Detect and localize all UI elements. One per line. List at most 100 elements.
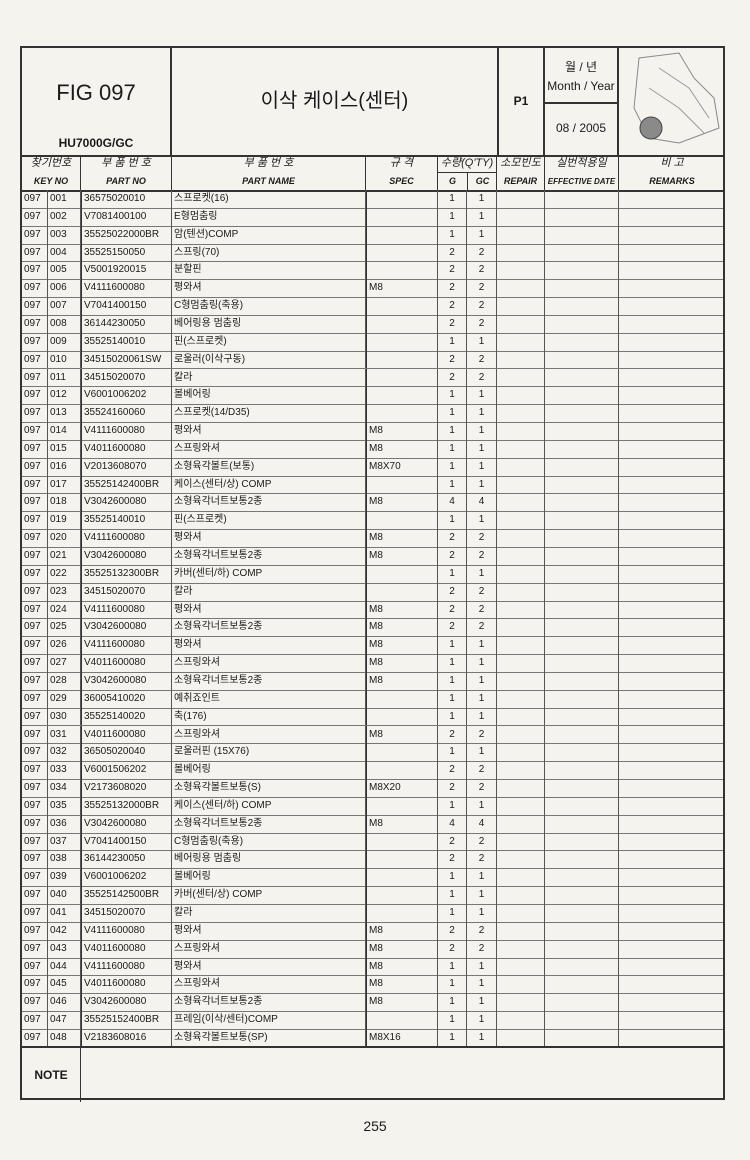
cell-remarks <box>619 690 725 708</box>
col-spec: 규 격 SPEC <box>366 155 438 190</box>
cell-qty-g: 1 <box>438 689 467 708</box>
table-row: 097 013 35524160060 스프로켓(14/D35) 1 1 <box>22 404 725 424</box>
cell-key-no: 013 <box>48 404 81 423</box>
cell-fig-no: 097 <box>22 904 48 922</box>
cell-qty-gc: 4 <box>467 493 497 512</box>
cell-effective-date <box>545 1011 619 1029</box>
cell-key-no: 018 <box>48 493 81 512</box>
cell-repair <box>497 190 545 208</box>
cell-qty-gc: 1 <box>467 689 497 708</box>
cell-part-no: 35525150050 <box>81 243 172 262</box>
cell-qty-gc: 1 <box>467 743 497 762</box>
cell-part-no: V4011600080 <box>81 725 172 744</box>
cell-key-no: 046 <box>48 993 81 1012</box>
cell-part-no: 36005410020 <box>81 689 172 708</box>
cell-part-no: V2013608070 <box>81 457 172 476</box>
cell-qty-gc: 2 <box>467 350 497 369</box>
cell-part-name: 소형육각너트보통2종 <box>172 547 366 565</box>
col-qty-g: G <box>438 172 468 190</box>
cell-qty-g: 2 <box>438 761 467 780</box>
cell-qty-gc: 1 <box>467 332 497 351</box>
cell-repair <box>497 261 545 280</box>
cell-effective-date <box>545 511 619 530</box>
cell-qty-g: 1 <box>438 868 467 887</box>
table-row: 097 036 V3042600080 소형육각너트보통2종 M8 4 4 <box>22 814 725 834</box>
cell-remarks <box>619 297 725 315</box>
cell-spec <box>366 868 438 887</box>
cell-remarks <box>619 708 725 726</box>
cell-fig-no: 097 <box>22 511 48 530</box>
cell-remarks <box>619 547 725 565</box>
cell-qty-g: 2 <box>438 368 467 387</box>
cell-repair <box>497 386 545 405</box>
cell-part-name: 핀(스프로켓) <box>172 511 366 530</box>
cell-repair <box>497 743 545 762</box>
cell-spec <box>366 511 438 530</box>
cell-part-no: 34515020061SW <box>81 350 172 369</box>
cell-qty-gc: 1 <box>467 404 497 423</box>
cell-part-name: 스프링와셔 <box>172 725 366 744</box>
cell-spec <box>366 832 438 851</box>
cell-key-no: 041 <box>48 904 81 922</box>
cell-part-no: V4011600080 <box>81 975 172 994</box>
cell-remarks <box>619 958 725 976</box>
cell-fig-no: 097 <box>22 761 48 780</box>
cell-repair <box>497 689 545 708</box>
cell-part-name: 베어링용 멈춤링 <box>172 850 366 869</box>
cell-effective-date <box>545 814 619 833</box>
cell-part-name: 볼베어링 <box>172 761 366 780</box>
cell-repair <box>497 921 545 940</box>
cell-spec: M8 <box>366 422 438 440</box>
cell-effective-date <box>545 243 619 262</box>
cell-key-no: 039 <box>48 868 81 887</box>
cell-fig-no: 097 <box>22 422 48 440</box>
cell-part-name: 암(텐션)COMP <box>172 225 366 244</box>
cell-qty-gc: 1 <box>467 475 497 494</box>
cell-spec <box>366 207 438 226</box>
cell-effective-date <box>545 564 619 583</box>
cell-part-name: 카버(센터/하) COMP <box>172 564 366 583</box>
cell-remarks <box>619 797 725 815</box>
cell-remarks <box>619 476 725 494</box>
cell-remarks <box>619 654 725 672</box>
col-part-name: 부 품 번 호 PART NAME <box>172 155 366 190</box>
table-row: 097 002 V7081400100 E형멈춤링 1 1 <box>22 207 723 227</box>
cell-remarks <box>619 672 725 690</box>
cell-part-name: 소형육각볼트(보통) <box>172 457 366 476</box>
cell-qty-gc: 2 <box>467 921 497 940</box>
cell-key-no: 003 <box>48 225 81 244</box>
cell-repair <box>497 350 545 369</box>
cell-remarks <box>619 244 725 262</box>
cell-repair <box>497 671 545 690</box>
cell-qty-g: 4 <box>438 814 467 833</box>
cell-key-no: 037 <box>48 832 81 851</box>
cell-qty-g: 1 <box>438 564 467 583</box>
cell-repair <box>497 975 545 994</box>
cell-qty-gc: 1 <box>467 671 497 690</box>
cell-effective-date <box>545 904 619 922</box>
table-row: 097 020 V4111600080 평와셔 M8 2 2 <box>22 529 723 548</box>
cell-repair <box>497 404 545 423</box>
cell-remarks <box>619 868 725 886</box>
cell-part-name: 소형육각볼트보통(S) <box>172 779 366 797</box>
cell-remarks <box>619 850 725 868</box>
table-row: 097 044 V4111600080 평와셔 M8 1 1 <box>22 957 725 977</box>
cell-effective-date <box>545 654 619 672</box>
cell-key-no: 027 <box>48 654 81 672</box>
cell-effective-date <box>545 297 619 315</box>
cell-spec <box>366 689 438 708</box>
cell-qty-gc: 1 <box>467 439 497 458</box>
cell-part-name: 핀(스프로켓) <box>172 332 366 351</box>
cell-part-no: 36144230050 <box>81 314 172 333</box>
cell-remarks <box>619 779 725 797</box>
cell-effective-date <box>545 779 619 797</box>
cell-repair <box>497 439 545 458</box>
cell-part-name: 스프링와셔 <box>172 939 366 958</box>
cell-part-name: C형멈춤링(축용) <box>172 297 366 315</box>
cell-repair <box>497 493 545 512</box>
cell-fig-no: 097 <box>22 814 48 833</box>
cell-remarks <box>619 404 725 422</box>
cell-fig-no: 097 <box>22 529 48 547</box>
cell-remarks <box>619 815 725 833</box>
cell-repair <box>497 939 545 958</box>
